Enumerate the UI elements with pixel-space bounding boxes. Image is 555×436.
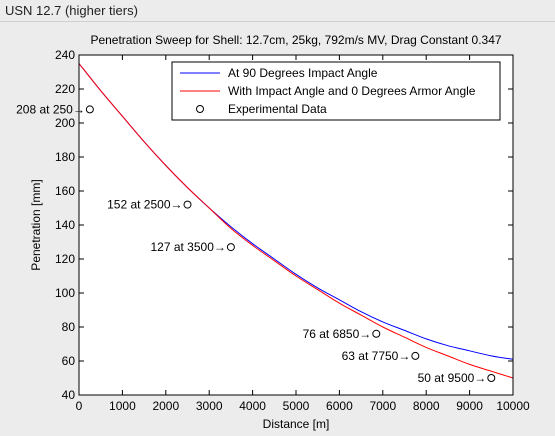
experimental-point bbox=[372, 329, 381, 338]
window-title: USN 12.7 (higher tiers) bbox=[5, 3, 138, 18]
legend-marker bbox=[196, 105, 204, 113]
x-tick-label: 5000 bbox=[283, 399, 310, 413]
data-annotation: 63 at 7750→ bbox=[342, 349, 411, 363]
chart-title: Penetration Sweep for Shell: 12.7cm, 25k… bbox=[90, 33, 501, 47]
series-line-2 bbox=[78, 63, 514, 379]
x-tick-label: 0 bbox=[76, 399, 83, 413]
plot-frame bbox=[78, 54, 514, 396]
x-tick-label: 7000 bbox=[369, 399, 396, 413]
legend-label: At 90 Degrees Impact Angle bbox=[228, 66, 378, 80]
data-annotation: 127 at 3500→ bbox=[150, 240, 225, 254]
x-tick-label: 1000 bbox=[109, 399, 136, 413]
x-tick-label: 6000 bbox=[326, 399, 353, 413]
experimental-point bbox=[487, 374, 496, 382]
experimental-point bbox=[85, 105, 94, 114]
data-annotation: 50 at 9500→ bbox=[418, 371, 487, 385]
experimental-point bbox=[411, 351, 420, 360]
x-tick-label: 8000 bbox=[413, 399, 440, 413]
y-tick-label: 40 bbox=[62, 388, 76, 402]
data-annotation: 152 at 2500→ bbox=[107, 198, 182, 212]
legend: At 90 Degrees Impact Angle With Impact An… bbox=[171, 61, 501, 121]
y-tick-label: 180 bbox=[55, 150, 75, 164]
x-tick-label: 9000 bbox=[456, 399, 483, 413]
legend-label: With Impact Angle and 0 Degrees Armor An… bbox=[228, 84, 476, 98]
experimental-point bbox=[226, 243, 235, 252]
y-tick-label: 60 bbox=[62, 354, 76, 368]
y-tick-label: 120 bbox=[55, 252, 75, 266]
legend-label: Experimental Data bbox=[228, 102, 327, 116]
y-tick-label: 240 bbox=[55, 48, 75, 62]
x-tick-label: 10000 bbox=[496, 399, 530, 413]
data-annotation: 208 at 250→ bbox=[16, 102, 85, 116]
y-tick-label: 220 bbox=[55, 82, 75, 96]
y-tick-label: 200 bbox=[55, 116, 75, 130]
window-header: USN 12.7 (higher tiers) bbox=[0, 0, 555, 22]
legend-box bbox=[171, 61, 501, 121]
y-tick-label: 100 bbox=[55, 286, 75, 300]
y-tick-label: 80 bbox=[62, 320, 76, 334]
experimental-point bbox=[183, 200, 192, 209]
x-tick-label: 3000 bbox=[196, 399, 223, 413]
y-axis-label: Penetration [mm] bbox=[29, 179, 43, 270]
x-tick-label: 4000 bbox=[239, 399, 266, 413]
data-annotation: 76 at 6850→ bbox=[303, 327, 372, 341]
x-tick-label: 2000 bbox=[152, 399, 179, 413]
y-tick-label: 140 bbox=[55, 218, 75, 232]
y-tick-label: 160 bbox=[55, 184, 75, 198]
x-axis-label: Distance [m] bbox=[263, 417, 330, 431]
